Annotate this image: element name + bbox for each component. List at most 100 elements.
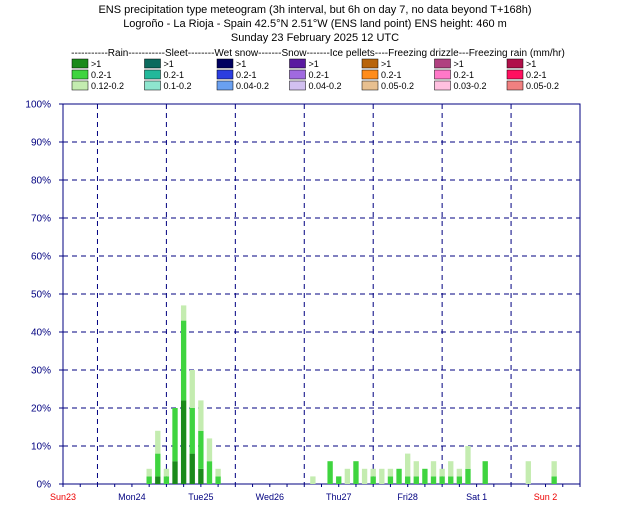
legend-swatch xyxy=(434,80,451,91)
bar-segment-moderate xyxy=(551,476,557,484)
bar-segment-moderate xyxy=(482,461,488,484)
x-tick-label: Sun 2 xyxy=(534,492,558,502)
legend-swatch xyxy=(506,58,524,69)
bar-segment-moderate xyxy=(146,476,152,484)
bar-segment-light xyxy=(551,461,557,477)
bar-segment-light xyxy=(456,468,463,477)
bar-segment-light xyxy=(198,400,204,431)
bar-segment-moderate xyxy=(456,476,463,484)
x-tick-label: Thu27 xyxy=(326,492,352,502)
legend-swatch xyxy=(144,58,161,69)
legend-label: 0.2-1 xyxy=(236,70,257,80)
bar-segment-light xyxy=(361,468,368,484)
legend-swatch xyxy=(144,80,161,91)
legend-label: 0.2-1 xyxy=(309,70,330,80)
bar-segment-moderate xyxy=(155,453,161,477)
legend-swatch xyxy=(71,69,89,80)
legend-label: >1 xyxy=(91,59,101,69)
bar-segment-light xyxy=(215,468,221,477)
legend: >10.2-10.12-0.2>10.2-10.1-0.2>10.2-10.04… xyxy=(71,58,559,91)
y-tick-label: 40% xyxy=(31,328,51,339)
bar-segment-moderate xyxy=(439,476,445,484)
legend-swatch xyxy=(289,69,306,80)
bar-segment-light xyxy=(180,305,187,321)
legend-label: >1 xyxy=(164,59,174,69)
y-tick-label: 30% xyxy=(31,366,51,377)
bar-segment-light xyxy=(155,430,161,454)
legend-swatch xyxy=(71,58,89,69)
chart-titles: ENS precipitation type meteogram (3h int… xyxy=(98,4,531,44)
bar-segment-moderate xyxy=(422,468,428,484)
bar-segment-heavy xyxy=(198,468,204,484)
bar-segment-moderate xyxy=(430,476,437,484)
legend-swatch xyxy=(216,80,234,91)
legend-swatch xyxy=(216,58,234,69)
bar-segment-light xyxy=(448,461,454,477)
legend-label: >1 xyxy=(454,59,464,69)
x-tick-label: Wed26 xyxy=(256,492,284,502)
bar-segment-moderate xyxy=(465,468,471,484)
bar-segment-heavy xyxy=(189,453,195,484)
legend-swatch xyxy=(361,69,379,80)
x-tick-label: Sun23 xyxy=(50,492,76,502)
legend-label: 0.04-0.2 xyxy=(236,81,269,91)
bar-segment-light xyxy=(387,468,394,477)
legend-label: >1 xyxy=(526,59,536,69)
x-tick-label: Mon24 xyxy=(118,492,146,502)
legend-label: 0.2-1 xyxy=(164,70,185,80)
y-tick-label: 60% xyxy=(31,252,51,263)
bar-segment-light xyxy=(344,468,351,484)
bar-segment-moderate xyxy=(198,430,204,469)
legend-swatch xyxy=(434,69,451,80)
legend-swatch xyxy=(71,80,89,91)
x-axis: Sun23 Mon24 Tue25 Wed26 Thu27 Fri28 Sat 1 Sun 2 xyxy=(50,484,581,502)
legend-label: 0.2-1 xyxy=(91,70,112,80)
x-tick-label: Sat 1 xyxy=(466,492,487,502)
legend-label: 0.03-0.2 xyxy=(454,81,487,91)
bar-segment-light xyxy=(465,446,471,469)
bar-segment-moderate xyxy=(327,461,333,484)
legend-swatch xyxy=(289,80,306,91)
legend-label: 0.2-1 xyxy=(526,70,547,80)
legend-label: 0.05-0.2 xyxy=(381,81,414,91)
legend-label: 0.2-1 xyxy=(454,70,475,80)
bar-segment-light xyxy=(430,461,437,477)
legend-swatch xyxy=(216,69,234,80)
legend-label: 0.12-0.2 xyxy=(91,81,124,91)
bar-segment-moderate xyxy=(215,476,221,484)
chart-title-line-3: Sunday 23 February 2025 12 UTC xyxy=(231,32,399,44)
legend-label: >1 xyxy=(309,59,319,69)
legend-swatch xyxy=(506,80,524,91)
y-tick-label: 90% xyxy=(31,138,51,149)
legend-header: -----------Rain-----------Sleet--------W… xyxy=(71,48,565,59)
bar-segment-heavy xyxy=(180,400,187,484)
legend-label: 0.1-0.2 xyxy=(164,81,192,91)
legend-swatch xyxy=(361,80,379,91)
y-tick-label: 20% xyxy=(31,404,51,415)
bar-segment-moderate xyxy=(370,476,376,484)
chart-title-line-2: Logroño - La Rioja - Spain 42.5°N 2.51°W… xyxy=(123,18,507,30)
y-tick-label: 10% xyxy=(31,442,51,453)
legend-swatch xyxy=(361,58,379,69)
legend-swatch xyxy=(506,69,524,80)
y-tick-label: 80% xyxy=(31,176,51,187)
x-tick-label: Tue25 xyxy=(188,492,213,502)
bar-segment-moderate xyxy=(172,408,178,462)
bar-segment-moderate xyxy=(180,320,187,401)
legend-label: 0.05-0.2 xyxy=(526,81,559,91)
bar-segment-light xyxy=(206,438,213,462)
bar-segment-moderate xyxy=(413,476,419,484)
bar-segment-light xyxy=(163,468,170,477)
legend-label: 0.04-0.2 xyxy=(309,81,342,91)
y-tick-label: 0% xyxy=(37,480,52,491)
y-tick-label: 100% xyxy=(25,100,51,111)
bar-segment-moderate xyxy=(353,461,359,484)
bar-segment-light xyxy=(146,468,152,477)
bar-segment-moderate xyxy=(404,476,411,484)
grid xyxy=(63,104,580,484)
bar-segment-light xyxy=(404,453,411,477)
bar-segment-light xyxy=(413,461,419,477)
y-axis: 0% 10% 20% 30% 40% 50% 60% 70% 80% 90% 100% xyxy=(25,100,63,491)
plot-area xyxy=(62,103,581,485)
